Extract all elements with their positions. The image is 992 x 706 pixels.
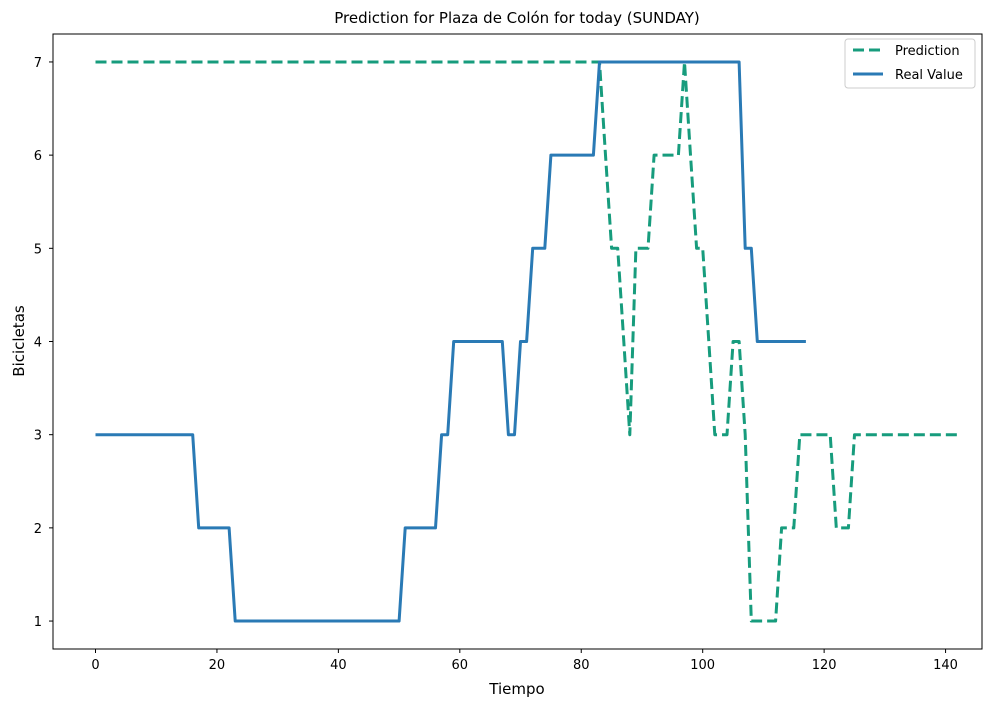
chart-title: Prediction for Plaza de Colón for today … [334, 9, 700, 27]
y-tick-label: 3 [34, 429, 42, 444]
series-line-real-value [95, 60, 806, 623]
y-tick-label: 6 [34, 149, 42, 164]
x-tick-label: 0 [91, 658, 99, 673]
y-axis: 1 2 3 4 5 6 7 [34, 56, 53, 630]
x-tick-label: 40 [330, 658, 347, 673]
series-layer [95, 60, 958, 623]
x-tick-label: 60 [452, 658, 469, 673]
x-tick-label: 120 [812, 658, 837, 673]
x-tick-label: 100 [690, 658, 715, 673]
x-tick-label: 20 [209, 658, 226, 673]
x-tick-label: 80 [573, 658, 590, 673]
y-tick-label: 4 [34, 336, 42, 351]
y-tick-label: 2 [34, 522, 42, 537]
x-tick-label: 140 [933, 658, 958, 673]
y-axis-label: Bicicletas [10, 305, 28, 377]
x-axis: 0 20 40 60 80 100 120 140 [91, 649, 958, 673]
series-line-prediction [95, 60, 958, 623]
y-tick-label: 1 [34, 615, 42, 630]
legend-label-prediction: Prediction [895, 44, 960, 59]
plot-area [52, 33, 983, 650]
legend: Prediction Real Value [844, 38, 976, 89]
x-axis-label: Tiempo [488, 680, 544, 698]
y-tick-label: 7 [34, 56, 42, 71]
legend-label-real-value: Real Value [895, 68, 963, 83]
y-tick-label: 5 [34, 242, 42, 257]
